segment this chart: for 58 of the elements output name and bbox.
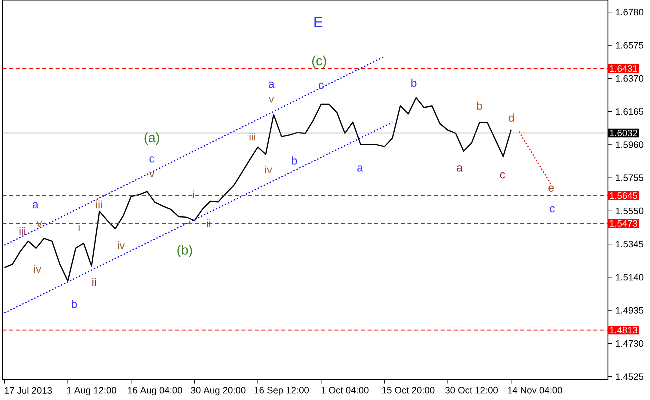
annotation: E [314, 17, 323, 28]
x-tick-label: 16 Sep 12:00 [254, 387, 310, 396]
annotation: c [319, 82, 324, 90]
annotation: c [150, 156, 155, 163]
annotation: b [72, 300, 78, 308]
y-tick-label: 1.4730 [616, 340, 644, 348]
annotation: (a) [144, 132, 160, 145]
annotation: e [548, 186, 554, 192]
y-tick-label: 1.5140 [616, 274, 644, 281]
y-tick-label: 1.6165 [616, 108, 644, 116]
annotation: i [193, 190, 194, 198]
ref-line-label: 1.4813 [610, 327, 638, 334]
annotation: iv [34, 265, 42, 274]
y-tick-label: 1.6370 [616, 75, 644, 82]
annotation: ii [207, 220, 211, 228]
x-tick-label: 16 Aug 04:00 [128, 387, 182, 396]
ref-line-label: 1.5645 [610, 192, 638, 200]
y-tick-label: 1.5960 [616, 142, 644, 148]
annotation: iv [265, 166, 272, 174]
annotation: v [269, 97, 274, 103]
x-tick-label: 30 Aug 20:00 [191, 387, 246, 396]
ref-line-label: 1.5473 [610, 220, 638, 227]
annotation: a [457, 166, 463, 172]
annotation: iv [118, 242, 126, 250]
annotation: b [477, 102, 482, 110]
annotation: d [508, 114, 514, 122]
ref-line-label: 1.6431 [610, 65, 638, 72]
annotation: v [36, 222, 42, 228]
annotation: b [412, 78, 417, 88]
x-tick-label: 15 Oct 20:00 [382, 387, 435, 394]
x-tick-label: 14 Nov 04:00 [508, 387, 562, 394]
annotation: b [292, 156, 298, 165]
annotation: a [268, 82, 275, 88]
line-series [518, 131, 552, 185]
annotation: a [358, 166, 364, 172]
annotation: (b) [178, 245, 192, 258]
annotation: iii [96, 200, 102, 208]
annotation: c [550, 206, 555, 213]
y-tick-label: 1.6575 [616, 42, 644, 49]
x-tick-label: 30 Oct 12:00 [446, 387, 498, 394]
y-tick-label: 1.4525 [616, 374, 644, 380]
y-tick-label: 1.6780 [616, 9, 644, 16]
annotation: a [32, 202, 39, 209]
annotation: ii [92, 278, 96, 286]
annotation: iii [250, 132, 256, 141]
y-tick-label: 1.5550 [616, 208, 644, 214]
y-tick-label: 1.4935 [616, 307, 644, 314]
x-tick-label: 1 Aug 12:00 [67, 387, 116, 396]
y-tick-label: 1.5345 [616, 241, 644, 248]
x-tick-label: 1 Oct 04:00 [322, 387, 369, 394]
annotation: c [500, 172, 506, 179]
annotation: i [78, 224, 80, 232]
ref-line-label: 1.6032 [610, 130, 638, 137]
x-tick-label: 17 Jul 2013 [5, 387, 52, 394]
annotation: (c) [312, 56, 326, 68]
y-tick-label: 1.5755 [616, 174, 644, 182]
annotation: v [149, 172, 155, 178]
annotation: iii [20, 228, 26, 236]
